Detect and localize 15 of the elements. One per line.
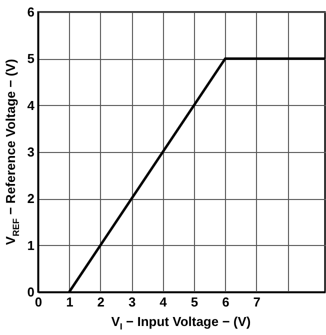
y-tick-label: 6 [27, 4, 34, 20]
y-tick-label: 1 [27, 238, 34, 253]
x-tick-label: 1 [66, 294, 74, 310]
y-tick-label: 3 [27, 144, 34, 160]
x-tick-label: 6 [222, 294, 230, 310]
x-tick-label: 5 [190, 294, 198, 310]
x-axis-title: V$_{I}$ − Input Voltage − (V) [110, 314, 252, 332]
x-tick-label: 2 [97, 294, 105, 310]
y-tick-label: 0 [27, 284, 34, 300]
y-tick-label: 4 [27, 98, 36, 113]
x-tick-label: 7 [253, 294, 260, 310]
x-tick-label: 4 [160, 294, 168, 310]
x-tick-label: 3 [128, 294, 136, 310]
y-tick-label: 2 [27, 191, 34, 206]
y-tick-label: 5 [27, 51, 34, 66]
